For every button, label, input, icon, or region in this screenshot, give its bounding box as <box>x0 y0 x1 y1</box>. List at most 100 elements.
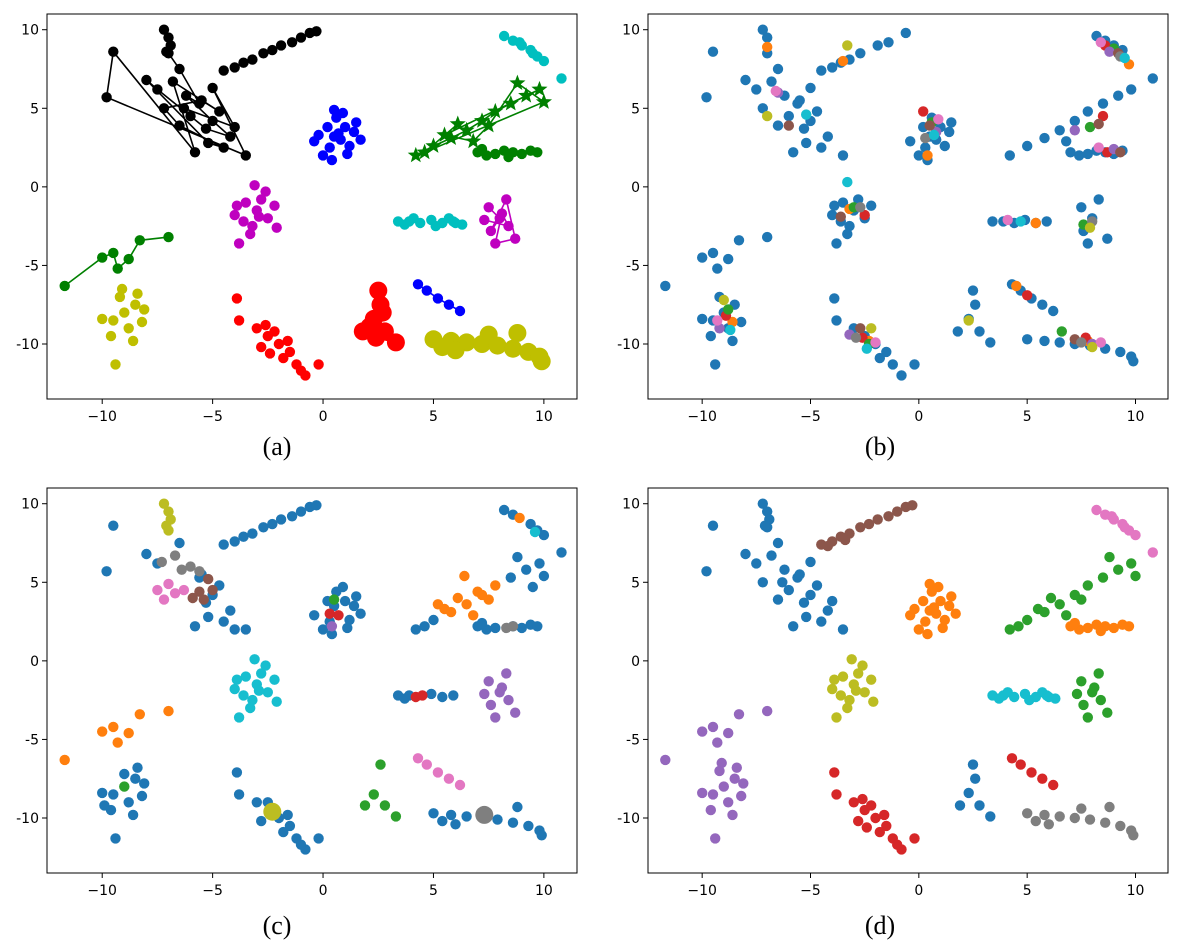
data-point <box>1054 599 1065 610</box>
series-gray <box>1021 801 1139 841</box>
data-point <box>950 608 961 619</box>
series-pink <box>1091 504 1159 558</box>
data-point <box>1054 337 1065 348</box>
data-point <box>853 194 864 205</box>
data-point <box>1076 676 1087 687</box>
y-tick-label: 5 <box>30 575 39 591</box>
data-point <box>1126 84 1137 95</box>
data-point <box>946 591 957 602</box>
data-point <box>178 103 190 114</box>
data-point <box>503 151 514 163</box>
data-point <box>132 762 143 773</box>
data-point <box>714 765 725 777</box>
data-point <box>1076 594 1087 605</box>
data-point <box>324 142 335 153</box>
data-point <box>1097 110 1109 122</box>
panel-caption: (c) <box>263 911 292 940</box>
data-point <box>905 136 916 147</box>
x-tick-label: −5 <box>800 409 821 425</box>
data-point <box>1048 779 1059 791</box>
data-point <box>108 247 119 259</box>
data-point <box>503 694 514 706</box>
y-tick-label: -5 <box>626 732 640 748</box>
data-point <box>496 208 508 219</box>
data-point <box>538 55 550 67</box>
data-point <box>1021 808 1033 819</box>
data-point <box>757 498 768 509</box>
series-blue-bulk <box>97 500 567 855</box>
data-point <box>1097 98 1109 109</box>
data-point <box>134 235 145 246</box>
data-point <box>762 231 773 243</box>
series-blue <box>701 498 849 635</box>
data-point <box>238 57 249 68</box>
data-point <box>733 235 745 246</box>
data-point <box>169 588 181 599</box>
data-point <box>918 595 929 607</box>
y-tick-label: -10 <box>617 811 640 827</box>
data-point <box>311 26 322 37</box>
data-point <box>490 238 501 249</box>
data-point <box>1082 580 1094 591</box>
data-point <box>271 222 282 233</box>
data-point <box>203 573 214 585</box>
data-point <box>1095 694 1107 706</box>
data-point <box>428 808 439 819</box>
data-point <box>879 809 890 821</box>
data-point <box>508 324 527 342</box>
x-tick-label: 10 <box>1127 883 1145 899</box>
data-point <box>1061 610 1072 621</box>
data-point <box>163 506 174 517</box>
data-point <box>1147 73 1159 84</box>
data-point <box>240 150 251 161</box>
series-red <box>829 753 1059 855</box>
data-point <box>1093 668 1104 679</box>
data-point <box>295 506 307 517</box>
data-point <box>116 283 128 295</box>
data-point <box>538 529 550 541</box>
series-olive-large <box>424 324 551 371</box>
data-point <box>1024 694 1035 706</box>
data-point <box>710 359 721 370</box>
data-point <box>987 216 998 227</box>
data-point <box>727 316 738 328</box>
data-point <box>874 826 885 838</box>
data-point <box>532 621 543 632</box>
data-point <box>130 773 141 784</box>
data-point <box>326 621 338 632</box>
data-point <box>218 616 229 627</box>
data-point <box>1078 699 1089 711</box>
data-point <box>369 281 388 300</box>
y-tick-label: -5 <box>626 258 640 274</box>
data-point <box>831 789 842 800</box>
data-point <box>757 103 768 114</box>
x-tick-label: −5 <box>202 883 223 899</box>
data-point <box>317 624 329 635</box>
data-point <box>176 564 187 575</box>
data-point <box>507 817 519 828</box>
y-tick-label: -10 <box>16 811 39 827</box>
data-point <box>805 589 816 601</box>
data-point <box>198 594 209 605</box>
data-point <box>123 323 134 334</box>
data-point <box>99 800 110 811</box>
data-point <box>229 624 240 635</box>
data-point <box>158 498 170 509</box>
data-point <box>512 801 523 813</box>
data-point <box>337 581 349 593</box>
data-point <box>837 671 849 682</box>
data-point <box>727 809 738 821</box>
data-point <box>448 690 459 701</box>
plot-frame <box>647 13 1169 400</box>
data-point <box>829 767 840 778</box>
data-point <box>712 737 723 748</box>
series-orange-low <box>1065 617 1135 637</box>
data-point <box>231 293 243 304</box>
y-tick-label: -5 <box>25 732 39 748</box>
series-pink <box>152 578 466 791</box>
data-point <box>697 252 708 263</box>
data-point-star <box>458 121 475 138</box>
data-point <box>1106 511 1117 522</box>
data-point <box>840 534 851 546</box>
data-point <box>483 594 494 605</box>
